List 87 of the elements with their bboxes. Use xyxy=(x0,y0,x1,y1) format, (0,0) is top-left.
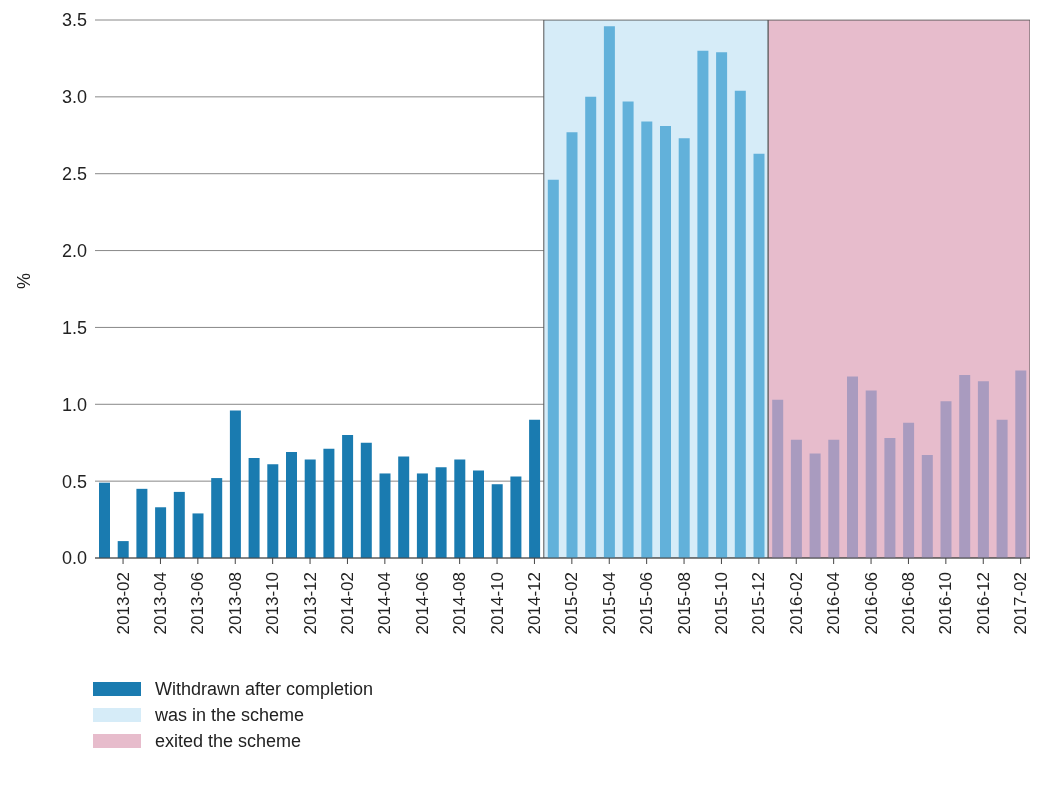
x-tick-label: 2013-04 xyxy=(150,572,170,635)
x-tick-label: 2016-08 xyxy=(898,572,918,635)
bar xyxy=(884,438,896,558)
bar xyxy=(847,376,858,558)
x-tick-label: 2014-04 xyxy=(375,572,395,635)
x-tick-label: 2014-06 xyxy=(412,572,432,635)
bar xyxy=(510,476,522,558)
bar xyxy=(996,419,1008,558)
bar xyxy=(697,50,709,558)
x-tick-label: 2015-04 xyxy=(599,572,619,635)
bar xyxy=(229,410,241,558)
bar xyxy=(603,26,615,558)
x-tick-label: 2013-12 xyxy=(300,572,320,635)
bar xyxy=(379,473,391,558)
x-tick-label: 2016-06 xyxy=(861,572,881,635)
legend-label: exited the scheme xyxy=(155,730,302,752)
bar xyxy=(398,456,410,558)
x-tick-label: 2015-06 xyxy=(637,572,657,635)
bar xyxy=(454,459,466,558)
bar xyxy=(977,381,989,558)
bar xyxy=(753,153,765,558)
bar xyxy=(211,478,223,558)
bar xyxy=(323,448,335,558)
x-tick-label: 2013-10 xyxy=(263,572,283,635)
y-tick-label: 2.0 xyxy=(61,240,87,261)
x-tick-label: 2016-10 xyxy=(936,572,956,635)
x-tick-label: 2014-08 xyxy=(450,572,470,635)
y-tick-label: 3.0 xyxy=(61,87,87,108)
bar xyxy=(435,467,447,558)
x-tick-label: 2015-12 xyxy=(749,572,769,635)
bar xyxy=(940,401,952,558)
bar xyxy=(716,52,728,558)
bar xyxy=(828,439,840,558)
x-tick-label: 2014-02 xyxy=(337,572,357,635)
bar xyxy=(155,507,167,558)
legend-label: was in the scheme xyxy=(155,704,305,726)
bar xyxy=(286,451,297,558)
x-tick-label: 2015-02 xyxy=(562,572,582,635)
bar xyxy=(117,541,129,558)
bar xyxy=(416,473,428,558)
x-tick-label: 2016-04 xyxy=(824,572,844,635)
bar xyxy=(734,90,746,558)
x-tick-label: 2015-10 xyxy=(711,572,731,635)
y-tick-label: 1.0 xyxy=(61,394,87,415)
bar xyxy=(304,459,316,558)
y-tick-label: 0.0 xyxy=(61,548,87,569)
x-tick-label: 2013-02 xyxy=(113,572,133,635)
bar xyxy=(529,419,541,558)
x-tick-label: 2013-06 xyxy=(188,572,208,635)
x-tick-label: 2016-02 xyxy=(786,572,806,635)
y-tick-label: 1.5 xyxy=(61,317,87,338)
x-tick-label: 2014-10 xyxy=(487,572,507,635)
bar xyxy=(660,126,671,558)
bar xyxy=(173,491,185,558)
bar xyxy=(921,455,933,558)
y-tick-label: 0.5 xyxy=(61,471,87,492)
bar xyxy=(136,488,148,558)
legend-label: Withdrawn after completion xyxy=(155,678,374,700)
x-tick-label: 2013-08 xyxy=(225,572,245,635)
bar xyxy=(641,121,653,558)
y-axis-title: % xyxy=(14,272,35,289)
bar xyxy=(267,464,279,558)
bar xyxy=(491,484,503,558)
bar xyxy=(585,96,597,558)
bar xyxy=(192,513,204,558)
bar xyxy=(903,422,915,558)
x-tick-label: 2017-02 xyxy=(1011,572,1031,635)
bar xyxy=(1015,370,1027,558)
bar xyxy=(678,138,690,558)
bar xyxy=(959,375,971,558)
x-tick-label: 2015-08 xyxy=(674,572,694,635)
bar xyxy=(360,442,372,558)
y-tick-label: 3.5 xyxy=(61,10,87,31)
bar xyxy=(473,470,484,558)
bar xyxy=(547,179,559,558)
bar xyxy=(566,132,578,558)
bar xyxy=(342,435,354,558)
bar xyxy=(865,390,877,558)
x-tick-label: 2014-12 xyxy=(524,572,544,635)
y-tick-label: 2.5 xyxy=(61,164,87,185)
bar xyxy=(99,482,110,558)
bar xyxy=(622,101,634,558)
bar xyxy=(809,453,821,558)
bar xyxy=(772,399,784,558)
bar xyxy=(790,439,802,558)
bar xyxy=(248,458,260,558)
x-tick-label: 2016-12 xyxy=(973,572,993,635)
